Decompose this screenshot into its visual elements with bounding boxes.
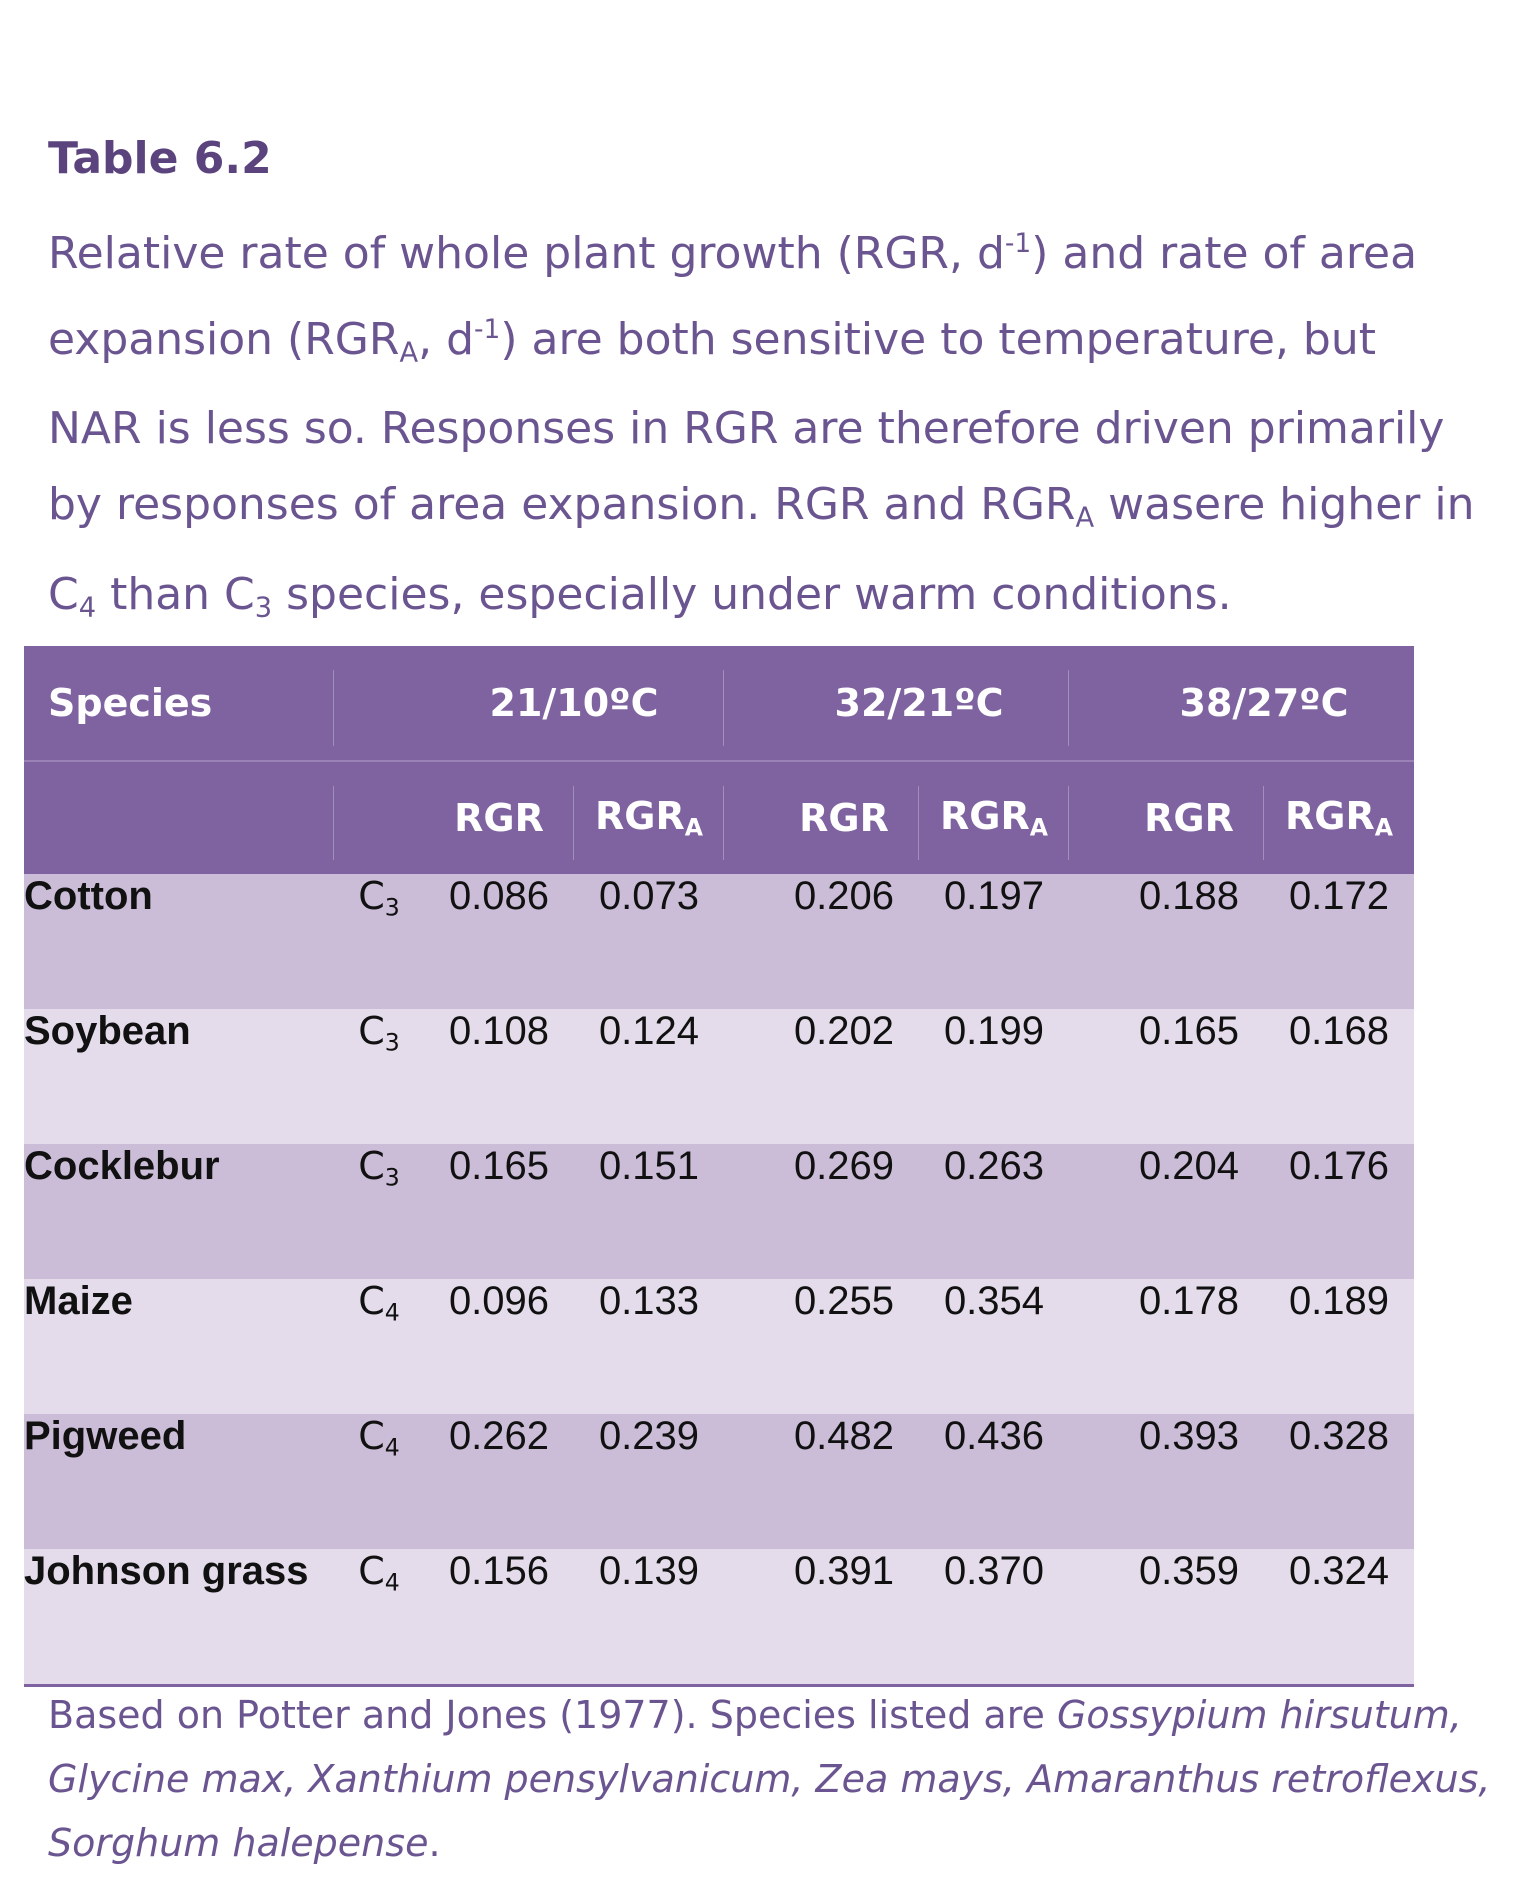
rgr-value: 0.108 [424, 1009, 574, 1144]
rgr-value: 0.359 [1114, 1549, 1264, 1687]
rgr-value: 0.391 [769, 1549, 919, 1687]
photosynthesis-type: C3 [334, 1009, 424, 1144]
table-row: Johnson grass C4 0.156 0.139 0.391 0.370 0.359… [24, 1549, 1414, 1687]
gap-cell [724, 1279, 769, 1414]
table-row: Pigweed C4 0.262 0.239 0.482 0.436 0.393 0.328 [24, 1414, 1414, 1549]
rgra-value: 0.263 [919, 1144, 1069, 1279]
growth-rate-table: Species 21/10ºC 32/21ºC 38/27ºC RGR RGRA… [24, 646, 1414, 1687]
caption-line-4: by responses of area expansion. RGR and … [48, 479, 1475, 534]
species-name: Pigweed [24, 1414, 334, 1549]
rgra-value: 0.133 [574, 1279, 724, 1414]
rgr-value: 0.255 [769, 1279, 919, 1414]
rgra-value: 0.370 [919, 1549, 1069, 1687]
footnote-line-2: Glycine max, Xanthium pensylvanicum, Zea… [48, 1757, 1491, 1801]
rgr-value: 0.393 [1114, 1414, 1264, 1549]
photosynthesis-type: C3 [334, 1144, 424, 1279]
rgr-value: 0.086 [424, 874, 574, 1009]
footnote-line-3: Sorghum halepense. [48, 1821, 441, 1865]
rgra-value: 0.197 [919, 874, 1069, 1009]
table-row: Soybean C3 0.108 0.124 0.202 0.199 0.165 0.168 [24, 1009, 1414, 1144]
gap-cell [1069, 1549, 1114, 1687]
gap-header [724, 761, 769, 874]
gap-cell [724, 1549, 769, 1687]
rgr-value: 0.096 [424, 1279, 574, 1414]
gap-cell [724, 874, 769, 1009]
photosynthesis-type: C3 [334, 874, 424, 1009]
table-row: Cotton C3 0.086 0.073 0.206 0.197 0.188 0.172 [24, 874, 1414, 1009]
rgra-header: RGRA [574, 761, 724, 874]
gap-cell [724, 1009, 769, 1144]
rgr-header: RGR [769, 761, 919, 874]
gap-cell [724, 1414, 769, 1549]
table-row: Maize C4 0.096 0.133 0.255 0.354 0.178 0.189 [24, 1279, 1414, 1414]
rgra-header: RGRA [1264, 761, 1414, 874]
species-header: Species [24, 646, 334, 761]
species-name: Cotton [24, 874, 334, 1009]
rgra-value: 0.189 [1264, 1279, 1414, 1414]
rgra-value: 0.354 [919, 1279, 1069, 1414]
header-row-temperatures: Species 21/10ºC 32/21ºC 38/27ºC [24, 646, 1414, 761]
rgr-value: 0.269 [769, 1144, 919, 1279]
rgr-value: 0.482 [769, 1414, 919, 1549]
rgr-value: 0.188 [1114, 874, 1264, 1009]
rgra-value: 0.124 [574, 1009, 724, 1144]
rgra-value: 0.151 [574, 1144, 724, 1279]
rgra-value: 0.176 [1264, 1144, 1414, 1279]
rgr-value: 0.202 [769, 1009, 919, 1144]
footnote-line-1: Based on Potter and Jones (1977). Specie… [48, 1693, 1462, 1737]
gap-cell [724, 1144, 769, 1279]
blank-header [24, 761, 334, 874]
species-name: Johnson grass [24, 1549, 334, 1687]
table-body: Cotton C3 0.086 0.073 0.206 0.197 0.188 0.172 So… [24, 874, 1414, 1687]
rgr-value: 0.165 [424, 1144, 574, 1279]
rgr-header: RGR [424, 761, 574, 874]
table-row: Cocklebur C3 0.165 0.151 0.269 0.263 0.204 0.17… [24, 1144, 1414, 1279]
photosynthesis-type: C4 [334, 1414, 424, 1549]
gap-header [1069, 646, 1114, 761]
rgra-value: 0.139 [574, 1549, 724, 1687]
table-caption: Relative rate of whole plant growth (RGR… [48, 206, 1475, 647]
species-name: Soybean [24, 1009, 334, 1144]
caption-line-3: NAR is less so. Responses in RGR are the… [48, 403, 1445, 455]
rgra-value: 0.199 [919, 1009, 1069, 1144]
caption-line-1: Relative rate of whole plant growth (RGR… [48, 227, 1418, 279]
table-footnote: Based on Potter and Jones (1977). Specie… [48, 1683, 1491, 1875]
rgr-value: 0.204 [1114, 1144, 1264, 1279]
gap-cell [1069, 874, 1114, 1009]
caption-line-2: expansion (RGRA, d-1) are both sensitive… [48, 313, 1376, 369]
photosynthesis-type: C4 [334, 1279, 424, 1414]
temp-header-1: 21/10ºC [424, 646, 724, 761]
rgr-value: 0.165 [1114, 1009, 1264, 1144]
gap-header [1069, 761, 1114, 874]
gap-header [724, 646, 769, 761]
species-name: Maize [24, 1279, 334, 1414]
photosynthesis-type: C4 [334, 1549, 424, 1687]
gap-cell [1069, 1414, 1114, 1549]
table-title: Table 6.2 [48, 133, 272, 184]
temp-header-3: 38/27ºC [1114, 646, 1414, 761]
rgr-header: RGR [1114, 761, 1264, 874]
header-row-metrics: RGR RGRA RGR RGRA RGR RGRA [24, 761, 1414, 874]
type-header [334, 646, 424, 761]
rgr-value: 0.156 [424, 1549, 574, 1687]
rgr-value: 0.178 [1114, 1279, 1264, 1414]
rgra-value: 0.436 [919, 1414, 1069, 1549]
rgra-value: 0.324 [1264, 1549, 1414, 1687]
rgra-value: 0.168 [1264, 1009, 1414, 1144]
rgr-value: 0.262 [424, 1414, 574, 1549]
rgr-value: 0.206 [769, 874, 919, 1009]
caption-line-5: C4 than C3 species, especially under war… [48, 568, 1232, 624]
gap-cell [1069, 1009, 1114, 1144]
species-name: Cocklebur [24, 1144, 334, 1279]
rgra-value: 0.239 [574, 1414, 724, 1549]
blank-header [334, 761, 424, 874]
gap-cell [1069, 1144, 1114, 1279]
rgra-value: 0.172 [1264, 874, 1414, 1009]
rgra-value: 0.073 [574, 874, 724, 1009]
gap-cell [1069, 1279, 1114, 1414]
temp-header-2: 32/21ºC [769, 646, 1069, 761]
rgra-header: RGRA [919, 761, 1069, 874]
rgra-value: 0.328 [1264, 1414, 1414, 1549]
